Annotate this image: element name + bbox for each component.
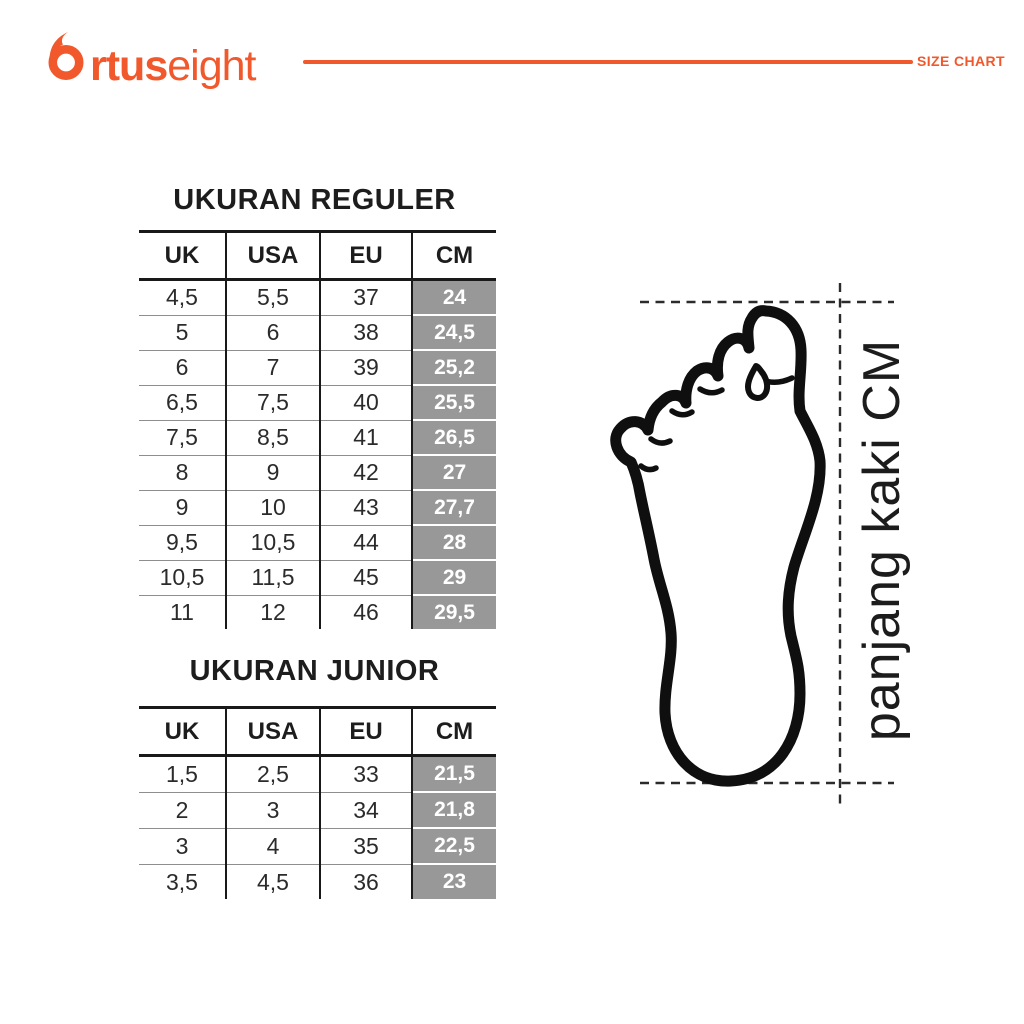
- size-value-cell: 45: [320, 559, 413, 595]
- size-value-cell: 33: [320, 755, 413, 792]
- column-header: CM: [412, 231, 496, 281]
- size-value-cell: 42: [320, 454, 413, 490]
- size-row: 11 12 46 29,5: [139, 594, 496, 629]
- size-value-cell: 5: [139, 314, 227, 350]
- size-value-cell: 34: [320, 791, 413, 828]
- cm-value-cell: 27: [412, 454, 496, 490]
- foot-outline: [610, 305, 826, 787]
- column-header: EU: [320, 231, 413, 281]
- size-value-cell: 4: [226, 827, 321, 864]
- size-row: 10,5 11,5 45 29: [139, 559, 496, 595]
- regular-table-title: UKURAN REGULER: [173, 184, 456, 216]
- size-value-cell: 36: [320, 863, 413, 899]
- size-value-cell: 3,5: [139, 863, 227, 899]
- size-value-cell: 10: [226, 489, 321, 525]
- size-value-cell: 6,5: [139, 384, 227, 420]
- size-value-cell: 39: [320, 349, 413, 385]
- size-value-cell: 1,5: [139, 755, 227, 792]
- size-value-cell: 35: [320, 827, 413, 864]
- size-row: 2 3 34 21,8: [139, 791, 496, 828]
- junior-size-table: UK USA EU CM 1,5 2,5 33 21,5 2 3 34 21,8 3 4 35 22,5 3,5…: [139, 706, 496, 899]
- column-header: UK: [139, 231, 227, 281]
- header-divider-line: [303, 60, 913, 64]
- size-value-cell: 9,5: [139, 524, 227, 560]
- size-value-cell: 10,5: [226, 524, 321, 560]
- size-row: 6 7 39 25,2: [139, 349, 496, 385]
- cm-value-cell: 24,5: [412, 314, 496, 350]
- little-toe-crease-mark: [638, 463, 659, 473]
- size-value-cell: 2,5: [226, 755, 321, 792]
- size-row: 7,5 8,5 41 26,5: [139, 419, 496, 455]
- size-value-cell: 7,5: [139, 419, 227, 455]
- toe-gap-drop-icon: [744, 363, 771, 401]
- size-value-cell: 7: [226, 349, 321, 385]
- column-header: UK: [139, 707, 227, 757]
- header-row: UK USA EU CM: [139, 231, 496, 281]
- size-value-cell: 4,5: [139, 279, 227, 315]
- cm-value-cell: 24: [412, 279, 496, 315]
- size-value-cell: 41: [320, 419, 413, 455]
- foot-length-label: panjang kaki CM: [853, 339, 911, 741]
- cm-value-cell: 28: [412, 524, 496, 560]
- size-row: 5 6 38 24,5: [139, 314, 496, 350]
- size-value-cell: 43: [320, 489, 413, 525]
- flame-o-icon: [48, 32, 84, 80]
- size-value-cell: 3: [226, 791, 321, 828]
- third-toe-crease-mark: [669, 408, 695, 418]
- second-toe-crease-mark: [697, 386, 725, 396]
- cm-value-cell: 21,8: [412, 791, 496, 828]
- size-value-cell: 40: [320, 384, 413, 420]
- size-row: 8 9 42 27: [139, 454, 496, 490]
- cm-value-cell: 23: [412, 863, 496, 899]
- size-value-cell: 12: [226, 594, 321, 629]
- size-value-cell: 2: [139, 791, 227, 828]
- brand-name-bold: rtus: [90, 42, 168, 90]
- cm-value-cell: 21,5: [412, 755, 496, 792]
- cm-value-cell: 26,5: [412, 419, 496, 455]
- fourth-toe-crease-mark: [648, 436, 673, 446]
- size-row: 4,5 5,5 37 24: [139, 279, 496, 315]
- size-row: 3,5 4,5 36 23: [139, 863, 496, 899]
- size-value-cell: 11: [139, 594, 227, 629]
- size-value-cell: 6: [139, 349, 227, 385]
- brand-logo: rtus eight: [44, 32, 256, 90]
- column-header: USA: [226, 231, 321, 281]
- size-row: 6,5 7,5 40 25,5: [139, 384, 496, 420]
- size-value-cell: 44: [320, 524, 413, 560]
- cm-value-cell: 29: [412, 559, 496, 595]
- size-row: 1,5 2,5 33 21,5: [139, 755, 496, 792]
- column-header: USA: [226, 707, 321, 757]
- size-value-cell: 4,5: [226, 863, 321, 899]
- size-value-cell: 8,5: [226, 419, 321, 455]
- size-row: 9 10 43 27,7: [139, 489, 496, 525]
- size-value-cell: 11,5: [226, 559, 321, 595]
- size-value-cell: 10,5: [139, 559, 227, 595]
- size-row: 9,5 10,5 44 28: [139, 524, 496, 560]
- size-value-cell: 9: [139, 489, 227, 525]
- size-value-cell: 8: [139, 454, 227, 490]
- cm-value-cell: 25,2: [412, 349, 496, 385]
- cm-value-cell: 25,5: [412, 384, 496, 420]
- cm-value-cell: 22,5: [412, 827, 496, 864]
- size-value-cell: 3: [139, 827, 227, 864]
- size-value-cell: 37: [320, 279, 413, 315]
- size-value-cell: 6: [226, 314, 321, 350]
- brand-name-light: eight: [167, 42, 256, 90]
- column-header: EU: [320, 707, 413, 757]
- cm-value-cell: 27,7: [412, 489, 496, 525]
- column-header: CM: [412, 707, 496, 757]
- size-value-cell: 38: [320, 314, 413, 350]
- cm-value-cell: 29,5: [412, 594, 496, 629]
- header-row: UK USA EU CM: [139, 707, 496, 757]
- size-value-cell: 46: [320, 594, 413, 629]
- page-title: SIZE CHART: [917, 53, 1005, 69]
- junior-table-title: UKURAN JUNIOR: [189, 655, 440, 687]
- size-value-cell: 9: [226, 454, 321, 490]
- regular-size-table: UK USA EU CM 4,5 5,5 37 24 5 6 38 24,5 6 7 39 25,2 6,5 7,…: [139, 230, 496, 629]
- size-value-cell: 5,5: [226, 279, 321, 315]
- size-row: 3 4 35 22,5: [139, 827, 496, 864]
- size-value-cell: 7,5: [226, 384, 321, 420]
